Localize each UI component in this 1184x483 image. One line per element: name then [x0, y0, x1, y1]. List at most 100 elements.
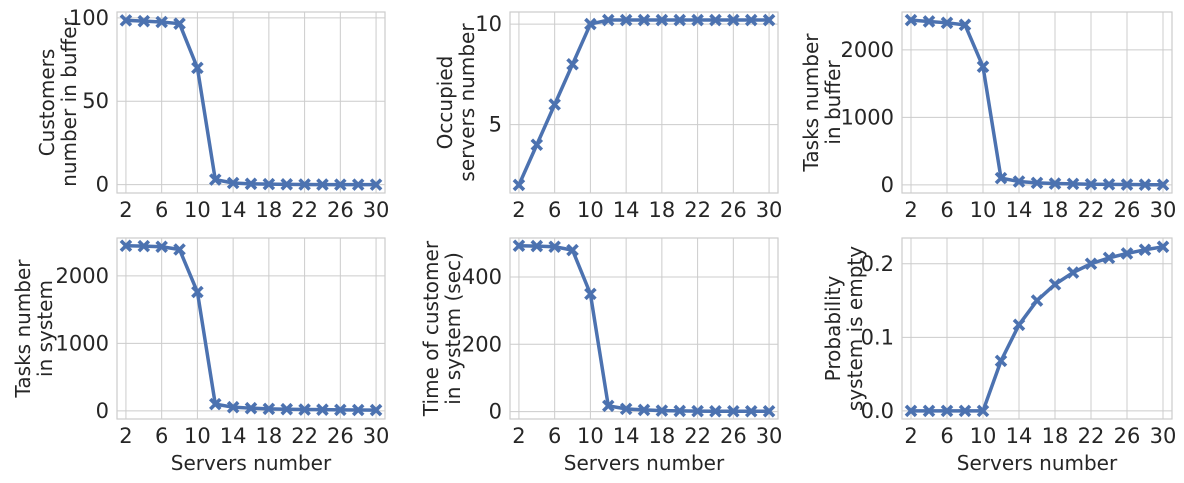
data-point	[351, 403, 365, 417]
data-point	[566, 58, 579, 71]
x-tick-label: 14	[1006, 424, 1033, 448]
x-tick-label: 30	[1150, 424, 1177, 448]
x-tick-label: 26	[327, 198, 354, 222]
data-point	[584, 287, 597, 301]
plot-area	[509, 237, 779, 420]
marker-stroke	[940, 404, 954, 418]
x-tick-label: 22	[684, 424, 711, 448]
marker-stroke	[334, 403, 347, 417]
data-point	[762, 13, 776, 27]
y-axis-label: Tasks numberin buffer	[799, 33, 845, 173]
marker-stroke	[244, 177, 258, 191]
data-point	[280, 178, 294, 191]
y-axis-label: Customersnumber in buffer	[35, 17, 81, 186]
marker-stroke	[119, 14, 133, 27]
marker-stroke	[691, 13, 704, 27]
marker-stroke	[922, 404, 936, 418]
marker-stroke	[298, 403, 311, 416]
x-tick-label: 18	[255, 198, 282, 222]
x-tick-label: 6	[940, 198, 953, 222]
x-tick-label: 10	[970, 198, 997, 222]
marker-stroke	[351, 403, 365, 417]
y-axis-label-line: Customers	[35, 49, 59, 157]
marker-stroke	[958, 18, 972, 32]
marker-stroke	[334, 178, 347, 191]
marker-stroke	[351, 178, 365, 191]
data-point	[976, 404, 990, 418]
y-axis-label-line: Tasks number	[799, 33, 823, 173]
marker-stroke	[904, 404, 918, 418]
y-tick-label: 10	[475, 12, 502, 36]
x-tick-label: 22	[291, 198, 318, 222]
x-tick-label: 14	[1006, 198, 1033, 222]
marker-stroke	[298, 178, 311, 191]
data-point	[208, 397, 222, 411]
data-point	[334, 403, 347, 417]
marker-stroke	[976, 404, 990, 418]
data-point	[709, 13, 722, 27]
x-tick-label: 14	[220, 198, 247, 222]
data-point	[655, 13, 669, 27]
data-point	[244, 401, 258, 415]
data-point	[994, 354, 1008, 368]
x-tick-label: 26	[327, 424, 354, 448]
data-point	[316, 178, 329, 191]
marker-stroke	[155, 240, 168, 254]
y-axis-label-line: servers number	[455, 23, 479, 182]
x-tick-label: 18	[648, 198, 675, 222]
data-point	[958, 18, 972, 32]
marker-stroke	[1084, 257, 1098, 271]
marker-stroke	[1102, 178, 1116, 191]
marker-stroke	[369, 403, 383, 417]
marker-stroke	[709, 13, 722, 27]
x-tick-label: 30	[363, 198, 390, 222]
marker-stroke	[191, 285, 204, 299]
marker-stroke	[655, 13, 669, 27]
x-tick-label: 30	[756, 198, 783, 222]
data-point	[1048, 278, 1062, 291]
data-point	[1066, 177, 1080, 191]
x-tick-label: 26	[1114, 424, 1141, 448]
plot-area	[116, 237, 386, 420]
data-point	[1156, 240, 1170, 254]
x-tick-label: 30	[756, 424, 783, 448]
data-point	[1084, 177, 1098, 191]
x-tick-label: 30	[1150, 198, 1177, 222]
marker-stroke	[1030, 294, 1044, 307]
x-tick-label: 10	[184, 198, 211, 222]
y-tick-label: 1000	[56, 331, 109, 355]
data-point	[922, 15, 936, 28]
x-tick-label: 6	[548, 198, 561, 222]
data-point	[316, 403, 329, 416]
marker-stroke	[940, 16, 954, 30]
marker-stroke	[994, 171, 1008, 185]
data-point	[727, 13, 740, 27]
marker-stroke	[316, 178, 329, 191]
y-tick-label: 50	[82, 89, 109, 113]
data-point	[155, 240, 168, 254]
data-point	[173, 17, 186, 30]
data-point	[119, 239, 133, 253]
data-point	[262, 402, 276, 416]
x-tick-label: 18	[648, 424, 675, 448]
marker-stroke	[226, 400, 240, 414]
data-point	[727, 404, 740, 418]
marker-stroke	[601, 399, 615, 413]
x-tick-label: 18	[1042, 424, 1069, 448]
data-point	[137, 239, 151, 253]
data-point	[298, 403, 311, 416]
x-tick-label: 2	[512, 198, 525, 222]
marker-stroke	[1048, 177, 1062, 190]
marker-stroke	[691, 404, 704, 418]
y-axis-label-line: number in buffer	[57, 17, 81, 186]
x-tick-label: 2	[119, 424, 132, 448]
marker-stroke	[727, 404, 740, 418]
data-point	[351, 178, 365, 191]
y-axis-label-line: Time of customer	[419, 240, 443, 417]
x-tick-label: 6	[155, 198, 168, 222]
data-point	[1048, 177, 1062, 190]
x-tick-label: 6	[548, 424, 561, 448]
data-point	[1012, 318, 1026, 332]
marker-stroke	[155, 15, 168, 29]
marker-stroke	[584, 287, 597, 301]
